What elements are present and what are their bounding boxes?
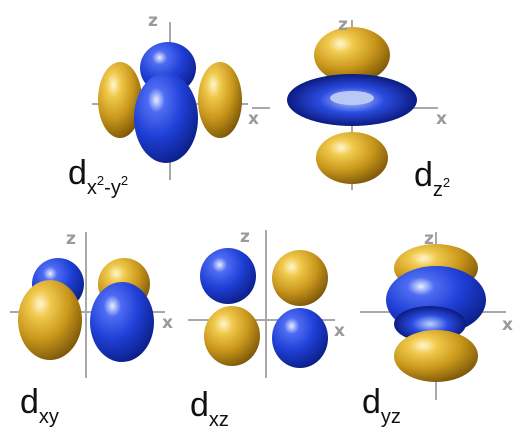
lobe-blue-lower-right [272, 308, 328, 368]
lobe-blue-upper-left [200, 248, 256, 304]
orbital-diagram: z x z x z x z x [10, 11, 513, 400]
lobe-gold-lower-left [204, 306, 260, 366]
torus-hole [330, 91, 374, 105]
x-axis-label: x [334, 321, 345, 341]
lobe-gold-top [314, 27, 390, 83]
z-axis-label: z [240, 227, 250, 247]
orbital-dz2: z x [252, 15, 447, 190]
lobe-gold-bottom [394, 330, 478, 382]
label-dx2-y2: dx2-y2 [68, 154, 129, 199]
lobe-blue-front [134, 73, 198, 163]
x-axis-label: x [162, 313, 173, 333]
x-axis-label: x [248, 109, 259, 129]
orbital-dyz: z x [360, 229, 513, 400]
lobe-gold-left [98, 62, 142, 138]
label-dz2: dz2 [414, 156, 451, 201]
label-dxy: dxy [20, 383, 59, 428]
z-axis-label: z [424, 229, 434, 249]
lobe-gold-upper-right [272, 250, 328, 306]
orbital-dxz: z x [188, 227, 345, 378]
label-dyz: dyz [362, 383, 401, 428]
lobe-gold-right [198, 62, 242, 138]
x-axis-label: x [436, 109, 447, 129]
z-axis-label: z [148, 11, 158, 31]
orbital-dxy: z x [10, 229, 173, 378]
label-dxz: dxz [190, 386, 229, 431]
z-axis-label: z [338, 15, 348, 35]
x-axis-label: x [502, 315, 513, 335]
lobe-gold-front [18, 280, 82, 360]
orbital-dx2-y2: z x [92, 11, 259, 180]
lobe-blue-front [90, 282, 154, 362]
z-axis-label: z [66, 229, 76, 249]
lobe-gold-bottom [316, 132, 388, 184]
